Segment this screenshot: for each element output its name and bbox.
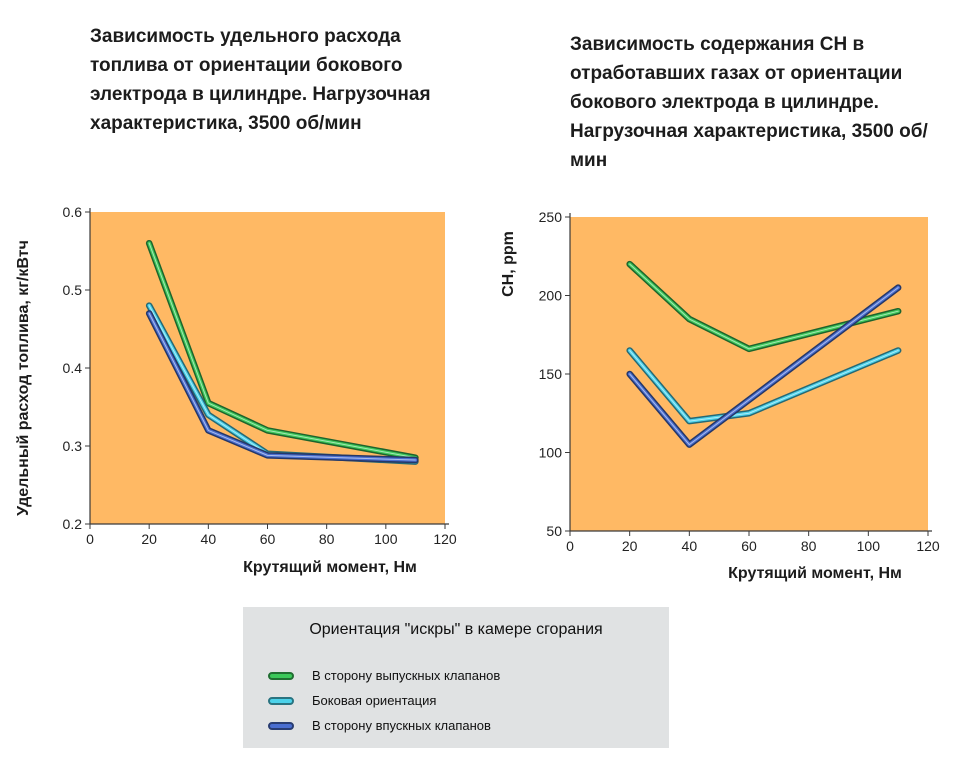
x-axis-label-right: Крутящий момент, Нм [728,565,902,582]
y-tick-label: 0.6 [63,204,83,220]
x-tick-label: 20 [141,531,157,547]
legend-title: Ориентация "искры" в камере сгорания [309,621,603,638]
x-tick-label: 80 [801,538,817,554]
x-tick-label: 40 [682,538,698,554]
legend-swatch-side [268,697,294,705]
x-tick-label: 100 [857,538,881,554]
x-axis-label-left: Крутящий момент, Нм [243,559,417,576]
y-axis-label-left: Удельный расход топлива, кг/кВтч [15,240,32,516]
y-tick-label: 100 [539,445,563,461]
x-tick-label: 20 [622,538,638,554]
plot-area-right [570,217,928,531]
y-tick-label: 0.3 [63,438,83,454]
series-line-left-2 [145,310,419,464]
x-tick-label: 0 [566,538,574,554]
x-tick-label: 100 [374,531,398,547]
x-tick-label: 60 [260,531,276,547]
x-tick-label: 40 [201,531,217,547]
legend-swatch-exhaust [268,672,294,680]
chart-title-left: Зависимость удельного расхода топлива от… [90,26,431,134]
x-tick-label: 120 [916,538,940,554]
series-line-right-0 [626,260,902,353]
y-tick-label: 200 [539,288,563,304]
legend: Ориентация "искры" в камере сгорания В с… [243,607,669,748]
x-tick-label: 0 [86,531,94,547]
plot-area-left [90,212,445,524]
series-line-right-2 [626,284,902,448]
y-tick-label: 150 [539,366,563,382]
y-tick-label: 0.5 [63,282,83,298]
chart-title-right: Зависимость содержания CH в отработавших… [570,34,928,171]
y-tick-label: 0.4 [63,360,83,376]
y-tick-label: 250 [539,209,563,225]
x-tick-label: 120 [433,531,457,547]
y-tick-label: 0.2 [63,516,83,532]
legend-label-exhaust: В сторону выпускных клапанов [312,668,501,683]
legend-label-intake: В сторону впускных клапанов [312,718,491,733]
series-line-right-1 [626,347,902,425]
series-line-left-0 [145,239,419,461]
y-tick-label: 50 [546,523,562,539]
x-tick-label: 80 [319,531,335,547]
y-axis-label-right: CH, ppm [500,231,517,297]
legend-swatch-intake [268,722,294,730]
legend-label-side: Боковая ориентация [312,693,437,708]
x-tick-label: 60 [741,538,757,554]
